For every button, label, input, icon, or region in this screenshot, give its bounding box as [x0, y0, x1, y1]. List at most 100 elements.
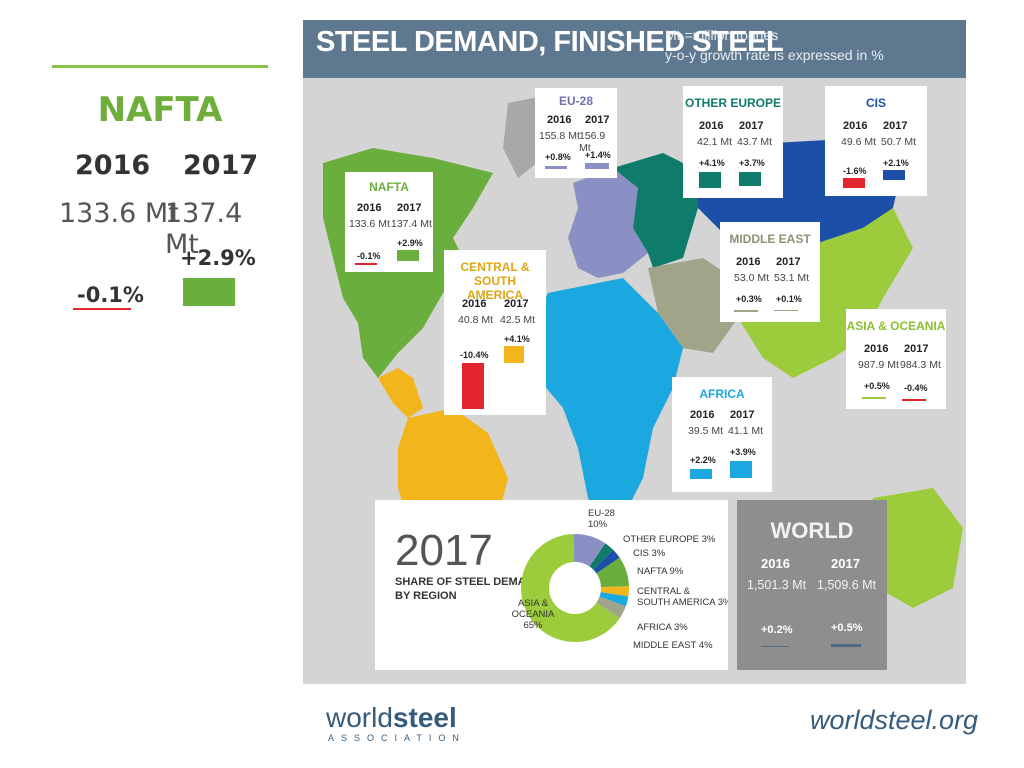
region-title: MIDDLE EAST	[720, 232, 820, 246]
donut-slice-label: CIS 3%	[633, 548, 666, 559]
region-box-other-europe: OTHER EUROPE 2016 2017 42.1 Mt 43.7 Mt +…	[683, 86, 783, 198]
region-bar-2017	[504, 346, 524, 363]
region-year-2016: 2016	[699, 120, 723, 132]
region-growth-2017: +2.1%	[883, 158, 909, 168]
region-value-2016: 39.5 Mt	[688, 425, 723, 437]
zoom-year-2017: 2017	[183, 150, 258, 181]
region-value-2016: 42.1 Mt	[697, 136, 732, 148]
region-title: CIS	[825, 96, 927, 110]
region-title: ASIA & OCEANIA	[846, 319, 946, 333]
zoom-growth-line-2016	[73, 308, 131, 310]
region-growth-2016: +2.2%	[690, 455, 716, 465]
region-box-cis: CIS 2016 2017 49.6 Mt 50.7 Mt +2.1% -1.6…	[825, 86, 927, 196]
region-title: CENTRAL & SOUTH AMERICA	[444, 260, 546, 302]
region-year-2017: 2017	[776, 256, 800, 268]
region-growth-2017: +0.1%	[776, 294, 802, 304]
region-year-2016: 2016	[462, 298, 486, 310]
zoom-year-2016: 2016	[75, 150, 150, 181]
region-value-2016: 49.6 Mt	[841, 136, 876, 148]
region-value-2017: 53.1 Mt	[774, 272, 809, 284]
site-url[interactable]: worldsteel.org	[810, 705, 978, 736]
region-line-2016	[355, 263, 377, 265]
region-value-2016: 133.6 Mt	[349, 218, 390, 230]
logo-association: ASSOCIATION	[328, 733, 466, 743]
region-title: OTHER EUROPE	[683, 96, 783, 110]
share-panel: 2017 SHARE OF STEEL DEMAND BY REGION EU-…	[375, 500, 728, 670]
region-year-2017: 2017	[904, 343, 928, 355]
donut-slice-label: CENTRAL & SOUTH AMERICA 3%	[637, 586, 728, 608]
central-america-shape	[378, 368, 423, 418]
region-value-2016: 987.9 Mt	[858, 359, 899, 371]
region-growth-2017: +3.9%	[730, 447, 756, 457]
region-growth-2017: +1.4%	[585, 150, 611, 160]
region-line-2016	[734, 310, 758, 312]
region-line-2017	[902, 399, 926, 401]
zoom-title: NAFTA	[55, 90, 265, 130]
region-growth-2016: -0.1%	[357, 251, 381, 261]
region-growth-2017: +4.1%	[504, 334, 530, 344]
region-box-africa: AFRICA 2016 2017 39.5 Mt 41.1 Mt +3.9% +…	[672, 377, 772, 492]
region-growth-2016: +0.8%	[545, 152, 571, 162]
region-bar-2017	[883, 170, 905, 180]
world-title: WORLD	[737, 518, 887, 544]
zoom-growth-bar-2017	[183, 278, 235, 306]
logo-text-steel: steel	[393, 702, 457, 733]
worldsteel-logo: worldsteel	[326, 702, 457, 734]
donut-slice-label: EU-28 10%	[588, 508, 615, 530]
region-value-2016: 155.8 Mt	[539, 130, 580, 142]
region-bar-2017	[730, 461, 752, 478]
region-year-2016: 2016	[843, 120, 867, 132]
region-year-2016: 2016	[690, 409, 714, 421]
region-value-2017: 50.7 Mt	[881, 136, 916, 148]
region-value-2017: 984.3 Mt	[900, 359, 941, 371]
region-growth-2017: +2.9%	[397, 238, 423, 248]
donut-slice-label: AFRICA 3%	[637, 622, 688, 633]
header-note-units: Mt =million tonnes	[665, 27, 778, 43]
region-box-eu28: EU-28 2016 2017 155.8 Mt 156.9 Mt +0.8% …	[535, 88, 617, 178]
region-box-nafta: NAFTA 2016 2017 133.6 Mt 137.4 Mt +2.9% …	[345, 172, 433, 272]
region-bar-2017	[585, 163, 609, 169]
zoom-growth-2016: -0.1%	[77, 283, 144, 307]
region-year-2017: 2017	[504, 298, 528, 310]
region-line-2017	[774, 310, 798, 311]
africa-shape	[528, 278, 683, 528]
donut-slice-label: MIDDLE EAST 4%	[633, 640, 713, 651]
region-year-2016: 2016	[864, 343, 888, 355]
region-bar-2016	[690, 469, 712, 479]
world-growth-2016: +0.2%	[761, 624, 793, 636]
region-value-2017: 42.5 Mt	[500, 314, 535, 326]
region-year-2017: 2017	[397, 202, 421, 214]
region-bar-2017	[739, 172, 761, 186]
nafta-zoom-card: NAFTA 2016 2017 133.6 Mt 137.4 Mt +2.9% …	[55, 78, 265, 328]
logo-text-world: world	[326, 702, 393, 733]
region-value-2017: 137.4 Mt	[391, 218, 432, 230]
region-year-2016: 2016	[736, 256, 760, 268]
region-bar-2016	[462, 363, 484, 409]
region-box-asia-oceania: ASIA & OCEANIA 2016 2017 987.9 Mt 984.3 …	[846, 309, 946, 409]
world-value-2017: 1,509.6 Mt	[817, 578, 876, 592]
region-growth-2017: -0.4%	[904, 383, 928, 393]
region-box-central-south-america: CENTRAL & SOUTH AMERICA 2016 2017 40.8 M…	[444, 250, 546, 415]
region-box-middle-east: MIDDLE EAST 2016 2017 53.0 Mt 53.1 Mt +0…	[720, 222, 820, 322]
region-growth-2016: -1.6%	[843, 166, 867, 176]
world-year-2016: 2016	[761, 556, 790, 571]
zoom-growth-2017: +2.9%	[180, 246, 256, 270]
world-growth-2017: +0.5%	[831, 622, 863, 634]
region-bar-2016	[699, 172, 721, 188]
world-value-2016: 1,501.3 Mt	[747, 578, 806, 592]
header-note-growth: y-o-y growth rate is expressed in %	[665, 47, 884, 63]
region-growth-2017: +3.7%	[739, 158, 765, 168]
region-year-2017: 2017	[730, 409, 754, 421]
zoom-divider-line	[52, 65, 268, 68]
donut-slice-label: OTHER EUROPE 3%	[623, 534, 716, 545]
region-title: EU-28	[535, 94, 617, 108]
region-growth-2016: +4.1%	[699, 158, 725, 168]
region-growth-2016: +0.5%	[864, 381, 890, 391]
region-growth-2016: -10.4%	[460, 350, 489, 360]
world-line-2016	[761, 646, 789, 647]
region-title: NAFTA	[345, 180, 433, 194]
region-title: AFRICA	[672, 387, 772, 401]
region-year-2017: 2017	[739, 120, 763, 132]
share-donut-chart: EU-28 10%OTHER EUROPE 3%CIS 3%NAFTA 9%CEN…	[375, 500, 728, 670]
region-value-2017: 41.1 Mt	[728, 425, 763, 437]
